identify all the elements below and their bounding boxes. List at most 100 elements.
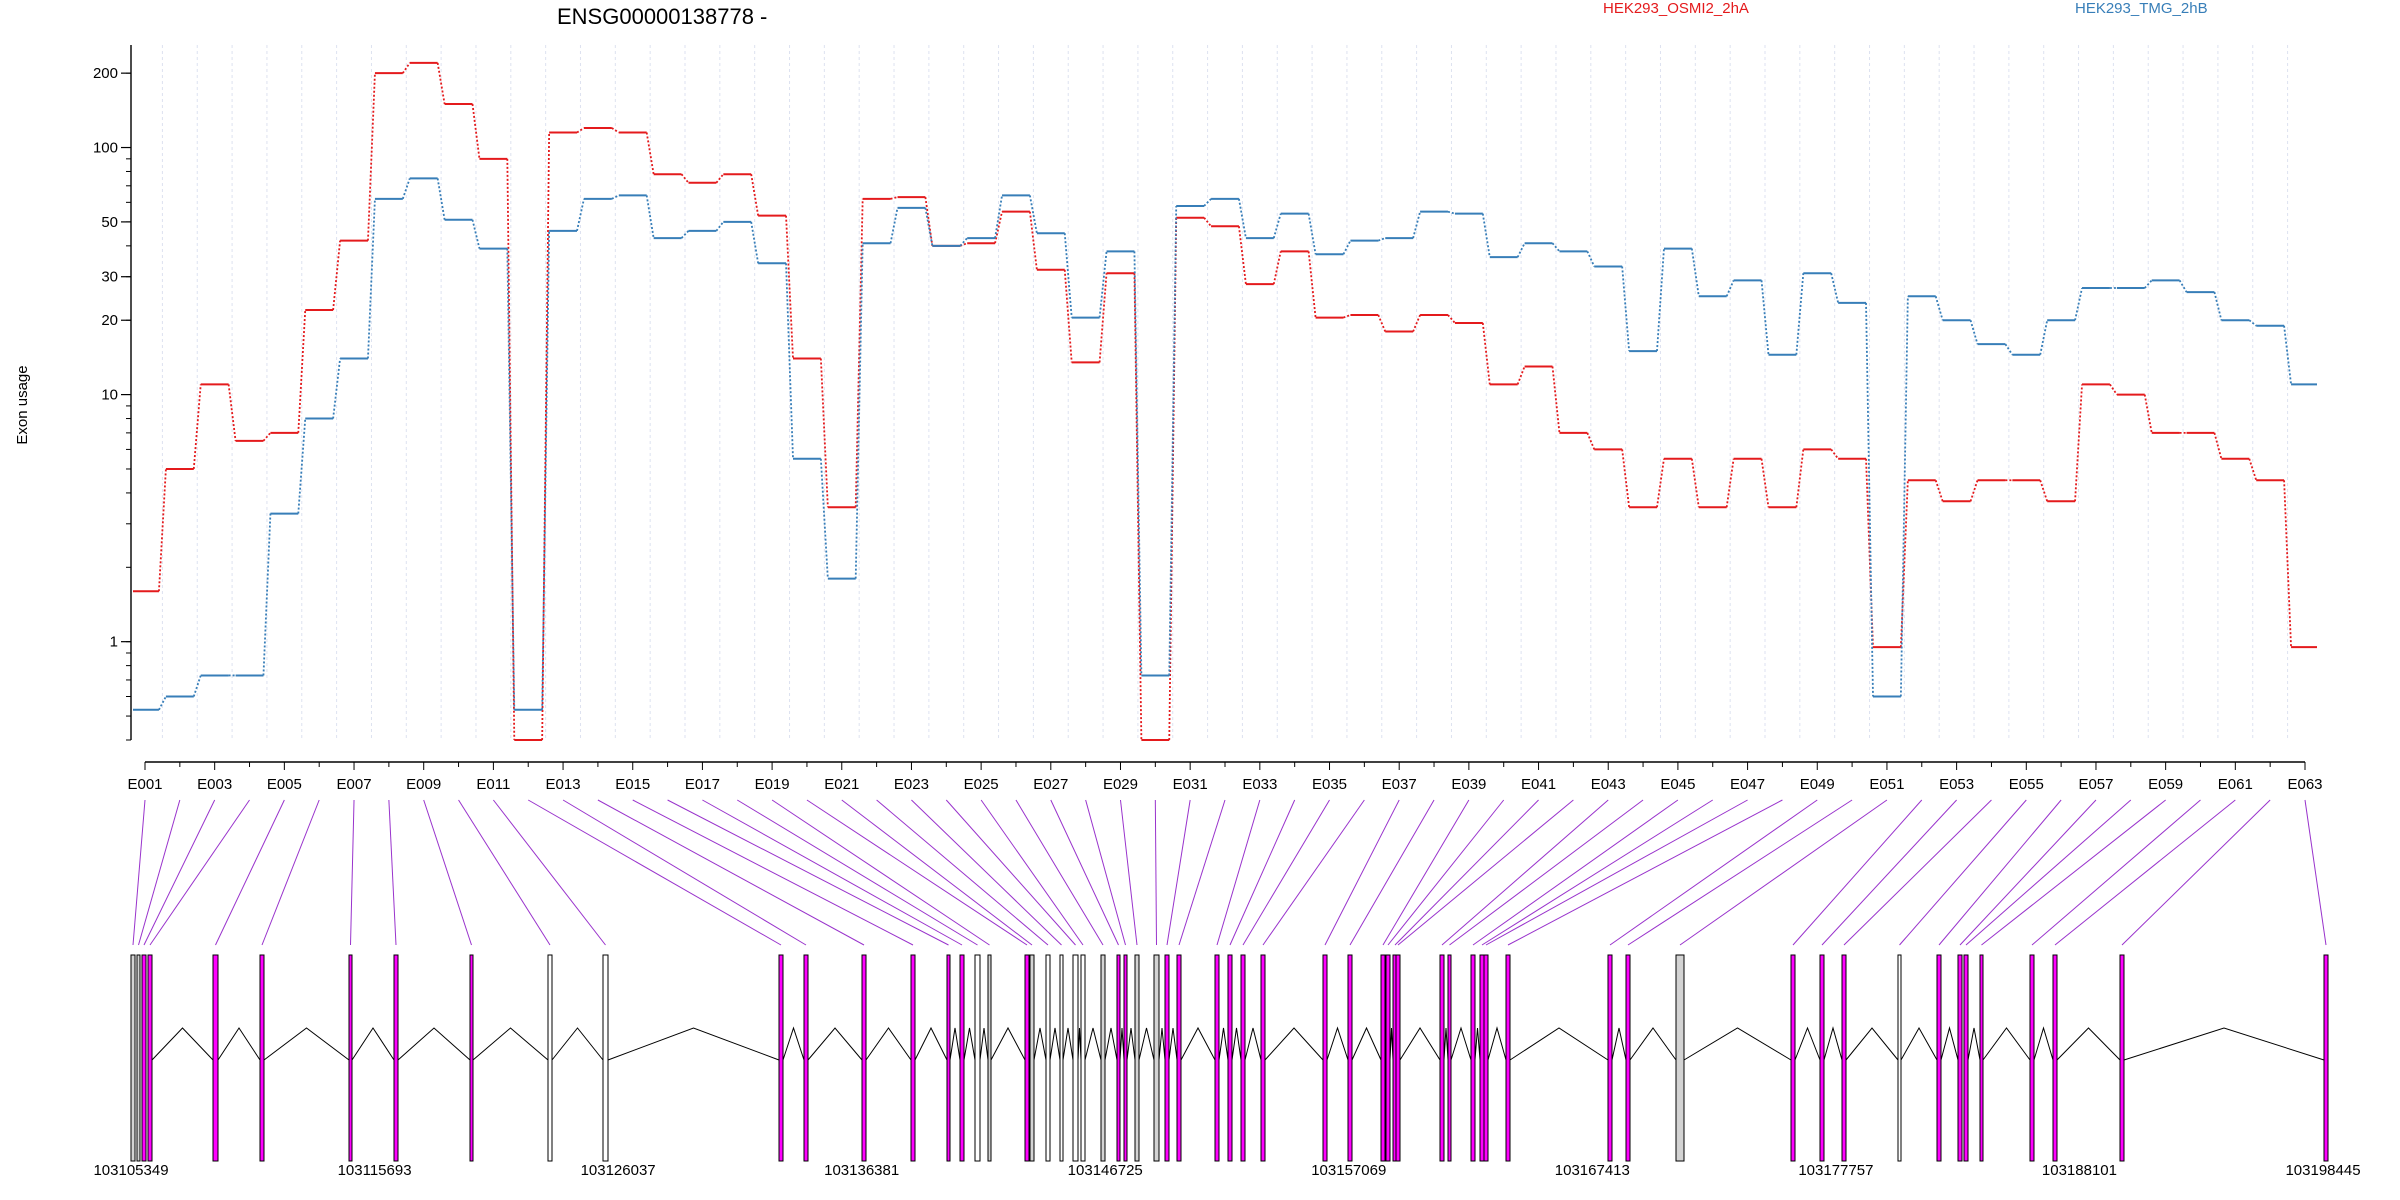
exon-connector bbox=[1792, 799, 1923, 946]
x-tick-label: E063 bbox=[2287, 776, 2322, 793]
exon-box bbox=[861, 954, 867, 1162]
intron-line bbox=[865, 1027, 912, 1061]
exon-box bbox=[1153, 954, 1160, 1162]
exon-connector bbox=[876, 799, 1049, 946]
exon-connector bbox=[1085, 799, 1126, 946]
exon-box bbox=[1936, 954, 1942, 1162]
x-tick-label: E033 bbox=[1242, 776, 1277, 793]
exon-connector bbox=[1382, 799, 1470, 946]
series-connector bbox=[1865, 302, 1874, 697]
exon-connector bbox=[132, 799, 146, 946]
series-connector bbox=[1272, 251, 1282, 285]
exon-box bbox=[1470, 954, 1476, 1162]
exon-box bbox=[547, 954, 553, 1162]
chart-title: ENSG00000138778 - bbox=[557, 4, 767, 29]
intron-line bbox=[1231, 1027, 1242, 1061]
exon-connector bbox=[527, 799, 782, 946]
intron-line bbox=[607, 1027, 780, 1061]
intron-line bbox=[551, 1027, 604, 1061]
intron-line bbox=[1683, 1027, 1792, 1061]
exon-box bbox=[147, 954, 153, 1162]
series-connector bbox=[611, 194, 620, 200]
exon-box bbox=[1072, 954, 1079, 1162]
y-tick-label: 30 bbox=[101, 269, 118, 286]
genomic-tick-label: 103198445 bbox=[2285, 1162, 2360, 1179]
series-connector bbox=[1098, 251, 1108, 318]
genomic-tick-label: 103126037 bbox=[581, 1162, 656, 1179]
intron-line bbox=[1487, 1026, 1507, 1061]
exon-connector bbox=[1481, 799, 1714, 946]
exon-box bbox=[1963, 954, 1969, 1162]
x-tick-label: E047 bbox=[1730, 776, 1765, 793]
exon-box bbox=[1260, 954, 1266, 1162]
exon-box bbox=[2052, 954, 2058, 1162]
series-connector bbox=[611, 127, 620, 134]
intron-line bbox=[1940, 1026, 1959, 1061]
exon-box bbox=[974, 954, 981, 1162]
intron-line bbox=[1264, 1027, 1324, 1061]
genomic-tick-label: 103115693 bbox=[338, 1162, 412, 1179]
exon-box bbox=[1240, 954, 1246, 1162]
exon-box bbox=[1505, 954, 1511, 1162]
legend-label-series-a: HEK293_OSMI2_2hA bbox=[1603, 0, 1749, 17]
exon-connector bbox=[1507, 799, 1783, 946]
exon-connector bbox=[1959, 799, 2097, 946]
series-connector bbox=[471, 103, 481, 159]
exon-box bbox=[1625, 954, 1631, 1162]
exon-connector bbox=[1899, 799, 2027, 946]
exon-connector bbox=[736, 799, 978, 946]
exon-connector bbox=[1242, 799, 1330, 946]
series-connector bbox=[436, 62, 446, 105]
x-tick-label: E009 bbox=[406, 776, 441, 793]
series-connector bbox=[1203, 217, 1212, 227]
intron-line bbox=[2033, 1026, 2054, 1061]
intron-line bbox=[1033, 1027, 1047, 1061]
series-connector bbox=[1551, 242, 1561, 252]
series-connector bbox=[750, 174, 760, 216]
exon-box bbox=[1979, 954, 1984, 1162]
series-connector bbox=[785, 263, 794, 459]
intron-line bbox=[1138, 1027, 1155, 1061]
exon-box bbox=[393, 954, 399, 1162]
intron-line bbox=[1168, 1027, 1178, 1061]
x-tick-label: E003 bbox=[197, 776, 232, 793]
x-tick-label: E031 bbox=[1173, 776, 1208, 793]
series-connector bbox=[819, 458, 829, 579]
series-connector bbox=[1203, 198, 1212, 207]
intron-line bbox=[1326, 1026, 1349, 1061]
intron-line bbox=[351, 1027, 395, 1061]
series-connector bbox=[1412, 211, 1421, 239]
exon-connector bbox=[1154, 799, 1157, 946]
intron-line bbox=[2056, 1027, 2121, 1061]
exon-connector bbox=[138, 799, 181, 946]
exon-box bbox=[1347, 954, 1353, 1162]
x-tick-label: E023 bbox=[894, 776, 929, 793]
exon-box bbox=[1029, 954, 1035, 1162]
exon-connector bbox=[143, 799, 216, 946]
x-tick-label: E043 bbox=[1591, 776, 1626, 793]
series-connector bbox=[506, 248, 516, 710]
series-connector bbox=[2283, 325, 2292, 385]
exon-connector bbox=[1387, 799, 1505, 946]
exon-connector bbox=[1015, 799, 1104, 946]
exon-connector bbox=[1843, 799, 1992, 946]
x-tick-label: E013 bbox=[546, 776, 581, 793]
genomic-tick-label: 103188101 bbox=[2042, 1162, 2117, 1179]
exon-connector bbox=[1609, 799, 1818, 946]
exon-connector bbox=[458, 799, 551, 946]
intron-line bbox=[1062, 1027, 1074, 1061]
exon-connector bbox=[806, 799, 1028, 946]
genomic-tick-label: 103157069 bbox=[1311, 1162, 1386, 1179]
exon-box bbox=[959, 954, 965, 1162]
exon-connector bbox=[597, 799, 865, 946]
x-tick-label: E027 bbox=[1033, 776, 1068, 793]
intron-line bbox=[1126, 1027, 1136, 1061]
series-connector bbox=[436, 178, 446, 220]
genomic-tick-label: 103167413 bbox=[1555, 1162, 1630, 1179]
series-connector bbox=[924, 207, 934, 247]
exon-connector bbox=[1485, 799, 1748, 946]
series-connector bbox=[1725, 279, 1735, 297]
exon-box bbox=[1385, 954, 1391, 1162]
plot-area: 1 10 20 30 50 100 200 E001 E003 E005 E007 E009 E011 E… bbox=[93, 45, 2323, 793]
series-connector bbox=[1307, 251, 1317, 318]
